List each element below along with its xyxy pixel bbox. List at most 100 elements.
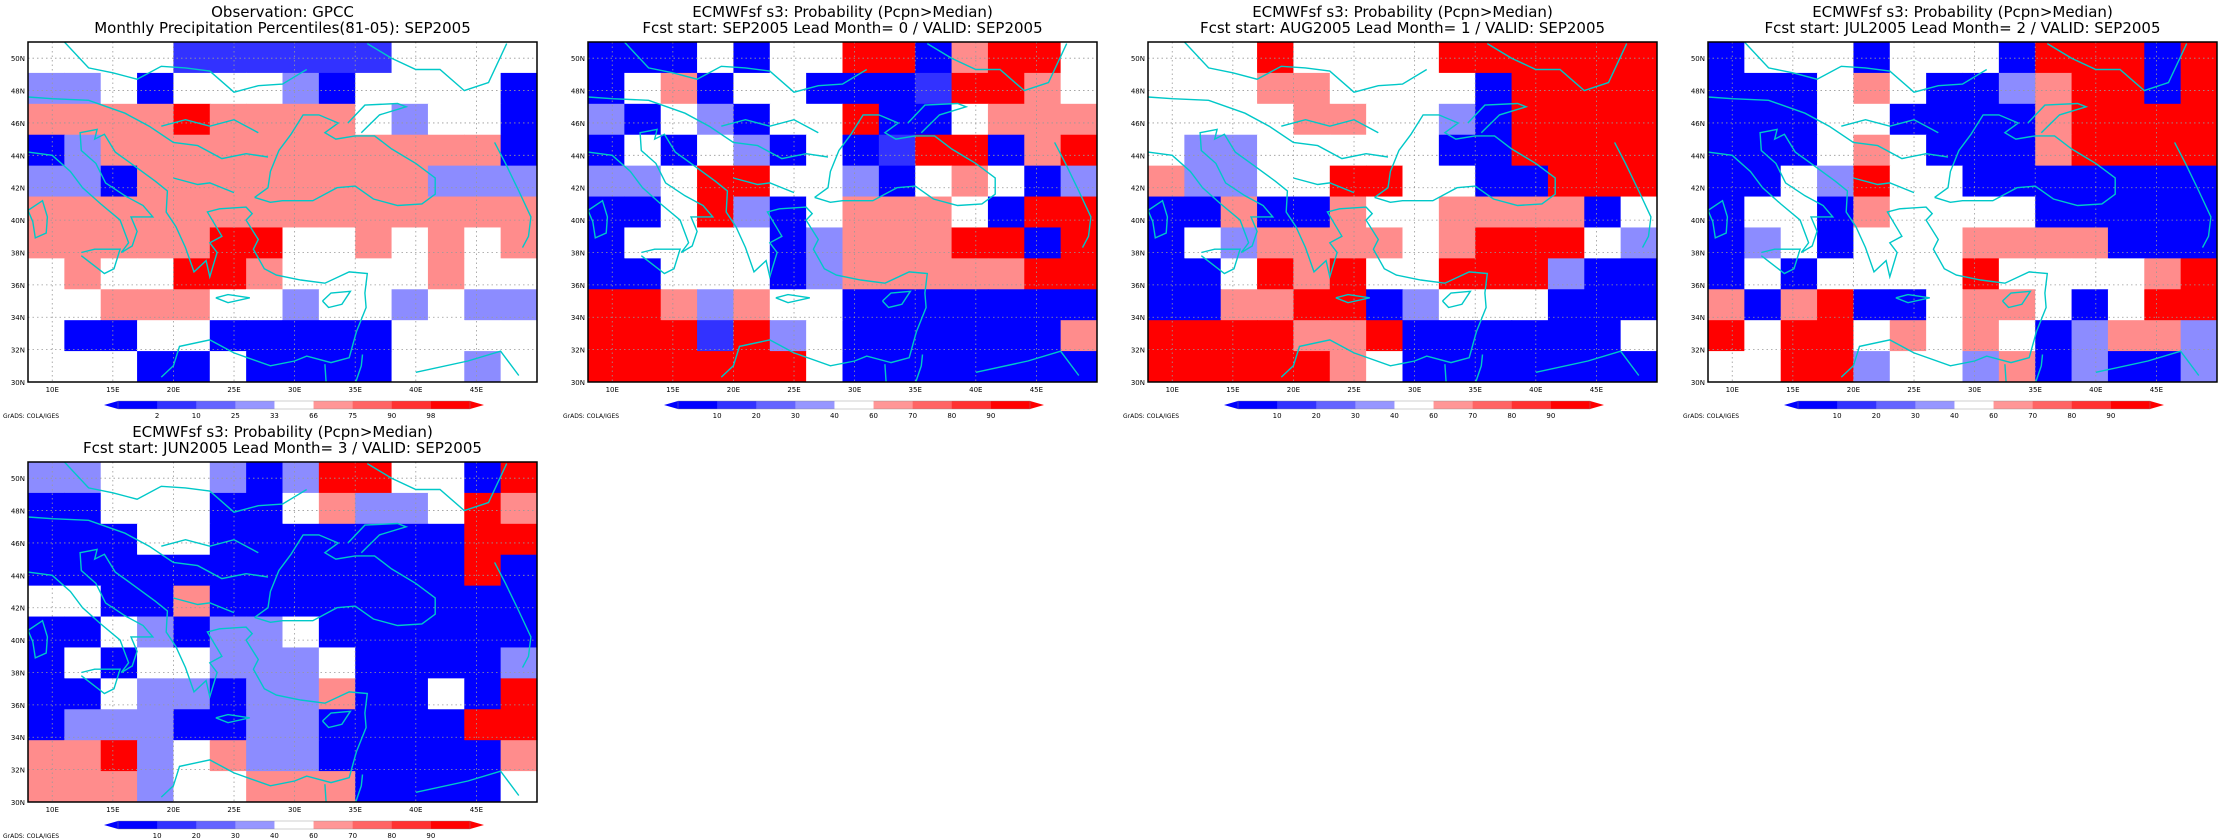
map-frame: [27, 41, 538, 383]
heatmap-cell: [318, 647, 356, 679]
lat-tick-label: 48N: [11, 88, 25, 96]
heatmap-cell: [1511, 227, 1549, 259]
heatmap-cell: [209, 134, 247, 167]
lon-tick-label: 25E: [227, 386, 240, 394]
colorbar-label: 25: [231, 412, 240, 420]
heatmap-cell: [318, 523, 356, 556]
lat-tick-label: 32N: [11, 767, 25, 775]
lon-tick-label: 10E: [606, 386, 619, 394]
heatmap-cell: [137, 740, 175, 772]
lon-tick-label: 35E: [909, 386, 922, 394]
heatmap-cell: [355, 585, 393, 618]
heatmap-cell: [246, 72, 284, 105]
coastline: [173, 177, 235, 194]
heatmap-cell: [1926, 320, 1964, 352]
heatmap-cell: [28, 740, 65, 772]
heatmap-cell: [246, 709, 284, 741]
colorbar-swatch: [235, 821, 275, 829]
heatmap-cell: [1817, 72, 1855, 105]
heatmap-cell: [1293, 72, 1331, 105]
colorbar-swatch: [430, 821, 471, 829]
coastline: [588, 199, 609, 239]
heatmap-cell: [209, 492, 247, 525]
heatmap-cell: [1184, 42, 1222, 74]
heatmap-cell: [1184, 351, 1222, 382]
coastline: [1535, 350, 1640, 376]
heatmap-cell: [1817, 196, 1855, 229]
heatmap-cell: [1511, 103, 1549, 136]
colorbar-right-arrow: [2150, 401, 2164, 409]
heatmap-cell: [1620, 134, 1657, 167]
heatmap-cell: [464, 585, 502, 618]
heatmap-cell: [1475, 134, 1513, 167]
heatmap-cell: [28, 585, 65, 618]
lon-tick-label: 45E: [470, 386, 483, 394]
heatmap-cell: [1780, 103, 1818, 136]
chart-svg: ECMWFsf s3: Probability (Pcpn>Median)Fcs…: [1123, 3, 1658, 420]
heatmap-cell: [209, 42, 247, 74]
colorbar-swatch: [352, 821, 393, 829]
heatmap-cell: [733, 72, 771, 105]
colorbar-label: 80: [2067, 412, 2076, 420]
heatmap-cell: [1475, 289, 1513, 321]
heatmap-cell: [137, 554, 175, 587]
heatmap-cell: [1402, 196, 1440, 229]
heatmap-cell: [842, 134, 880, 167]
map-frame: [27, 461, 538, 803]
heatmap-cell: [391, 196, 429, 229]
colorbar-swatch: [873, 401, 914, 409]
heatmap-cell: [1329, 134, 1367, 167]
heatmap-cell: [1547, 42, 1585, 74]
colorbar-label: 30: [791, 412, 800, 420]
heatmap-cell: [282, 196, 320, 229]
heatmap-cell: [427, 492, 465, 525]
heatmap-cell: [1438, 103, 1476, 136]
heatmap-cell: [500, 227, 537, 259]
heatmap-cell: [173, 103, 211, 136]
coastline: [915, 354, 924, 382]
colorbar-swatch: [795, 401, 835, 409]
heatmap-cell: [1708, 165, 1745, 198]
heatmap-cell: [64, 647, 102, 679]
heatmap-cell: [2144, 320, 2182, 352]
heatmap-cell: [878, 103, 916, 136]
heatmap-cell: [209, 523, 247, 556]
heatmap-cell: [1366, 72, 1404, 105]
credit-label: GrADS: COLA/IGES: [1683, 413, 1739, 420]
heatmap-cell: [2071, 42, 2109, 74]
heatmap-cell: [1060, 227, 1097, 259]
coastline: [80, 668, 122, 695]
colorbar-label: 70: [908, 412, 917, 420]
heatmap-cell: [318, 554, 356, 587]
heatmap-cell: [588, 351, 625, 382]
heatmap-cell: [1926, 134, 1964, 167]
heatmap-cell: [246, 227, 284, 259]
heatmap-cell: [427, 709, 465, 741]
heatmap-cell: [588, 320, 625, 352]
heatmap-cell: [1060, 320, 1097, 352]
chart-subtitle: Monthly Precipitation Percentiles(81-05)…: [94, 19, 471, 37]
heatmap-cell: [1547, 72, 1585, 105]
heatmap-cell: [1060, 289, 1097, 321]
heatmap-cell: [1184, 196, 1222, 229]
heatmap-cell: [1220, 196, 1258, 229]
heatmap-cell: [427, 103, 465, 136]
lat-tick-label: 30N: [1691, 379, 1705, 387]
heatmap-cell: [1511, 289, 1549, 321]
lat-tick-label: 34N: [571, 314, 585, 322]
heatmap-cell: [733, 134, 771, 167]
heatmap-cell: [769, 258, 807, 290]
heatmap-cell: [64, 227, 102, 259]
colorbar-swatch: [756, 401, 796, 409]
heatmap-cell: [2107, 165, 2145, 198]
heatmap-cell: [1998, 227, 2036, 259]
heatmap-cell: [624, 196, 662, 229]
lat-tick-label: 46N: [11, 540, 25, 548]
heatmap-cell: [1853, 72, 1891, 105]
lat-tick-label: 40N: [571, 217, 585, 225]
heatmap-cell: [1962, 258, 2000, 290]
heatmap-cell: [500, 103, 537, 136]
heatmap-cell: [209, 740, 247, 772]
heatmap-cell: [2180, 320, 2217, 352]
heatmap-cell: [1475, 227, 1513, 259]
